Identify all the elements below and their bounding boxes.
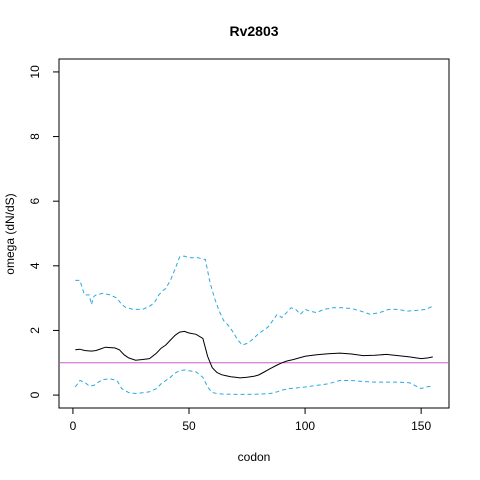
x-tick-label: 150 <box>411 419 431 433</box>
y-tick-label: 8 <box>28 133 42 140</box>
y-axis-label: omega (dN/dS) <box>3 193 17 274</box>
y-tick-label: 0 <box>28 391 42 398</box>
plot-frame <box>58 58 450 409</box>
upper-bound-line <box>75 255 434 346</box>
y-tick-label: 2 <box>28 327 42 334</box>
x-tick-label: 0 <box>70 419 77 433</box>
estimate-line <box>75 330 433 379</box>
y-tick-label: 6 <box>28 198 42 205</box>
x-axis-label: codon <box>238 450 271 464</box>
chart-title: Rv2803 <box>229 23 278 39</box>
plot-area <box>59 255 449 395</box>
y-tick-label: 4 <box>28 262 42 269</box>
y-tick-label: 10 <box>28 65 42 79</box>
lower-bound-line <box>74 369 433 395</box>
y-axis: 0 2 4 6 8 10 <box>28 65 60 398</box>
x-tick-label: 100 <box>295 419 315 433</box>
x-axis: 0 50 100 150 <box>70 407 431 433</box>
x-tick-label: 50 <box>182 419 196 433</box>
